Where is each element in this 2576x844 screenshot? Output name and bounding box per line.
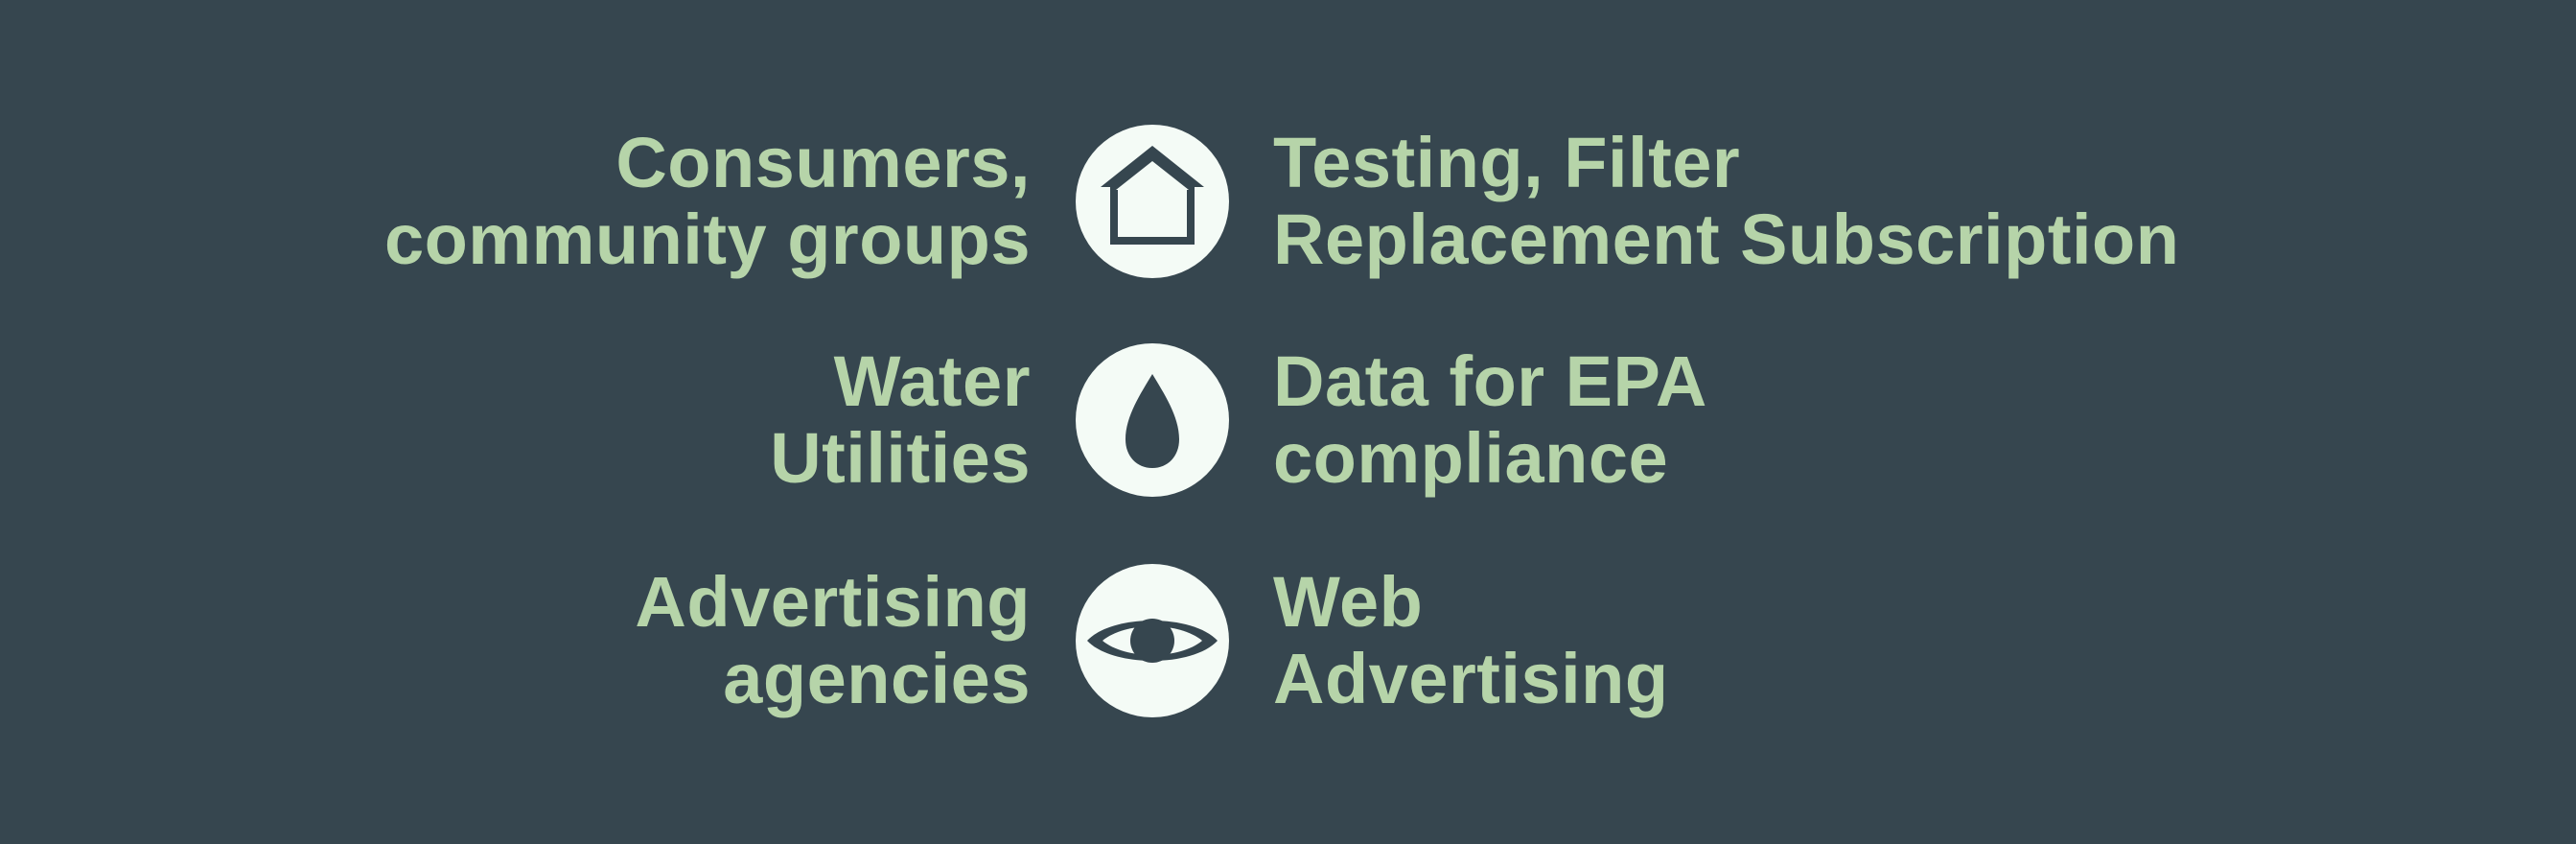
- value-proposition-label: Data for EPA compliance: [1273, 339, 1707, 502]
- customer-segment-line: Advertising: [635, 562, 1031, 642]
- customer-segment-line: agencies: [723, 639, 1031, 718]
- diagram-row-consumers: Consumers, community groups Testing, Fil…: [0, 120, 2576, 283]
- diagram-row-water-utilities: Water Utilities Data for EPA compliance: [0, 339, 2576, 502]
- value-proposition-label: Web Advertising: [1273, 559, 1669, 722]
- customer-segment-label: Consumers, community groups: [384, 120, 1031, 283]
- value-proposition-line: Web: [1273, 562, 1424, 642]
- value-proposition-label: Testing, Filter Replacement Subscription: [1273, 120, 2179, 283]
- eye-icon: [1076, 564, 1229, 717]
- customer-segment-line: Water: [833, 341, 1031, 421]
- diagram-row-advertising: Advertising agencies Web Advertising: [0, 559, 2576, 722]
- customer-segment-line: Utilities: [770, 418, 1031, 498]
- customer-segment-label: Advertising agencies: [635, 559, 1031, 722]
- value-proposition-line: Data for EPA: [1273, 341, 1707, 421]
- customer-segment-line: Consumers,: [615, 123, 1031, 202]
- house-icon: [1076, 125, 1229, 278]
- customer-segment-line: community groups: [383, 199, 1031, 279]
- value-proposition-line: Testing, Filter: [1273, 123, 1741, 202]
- customer-segment-label: Water Utilities: [770, 339, 1031, 502]
- water-drop-icon: [1076, 343, 1229, 497]
- value-proposition-line: Advertising: [1273, 639, 1669, 718]
- value-proposition-line: compliance: [1273, 418, 1669, 498]
- value-proposition-line: Replacement Subscription: [1273, 199, 2180, 279]
